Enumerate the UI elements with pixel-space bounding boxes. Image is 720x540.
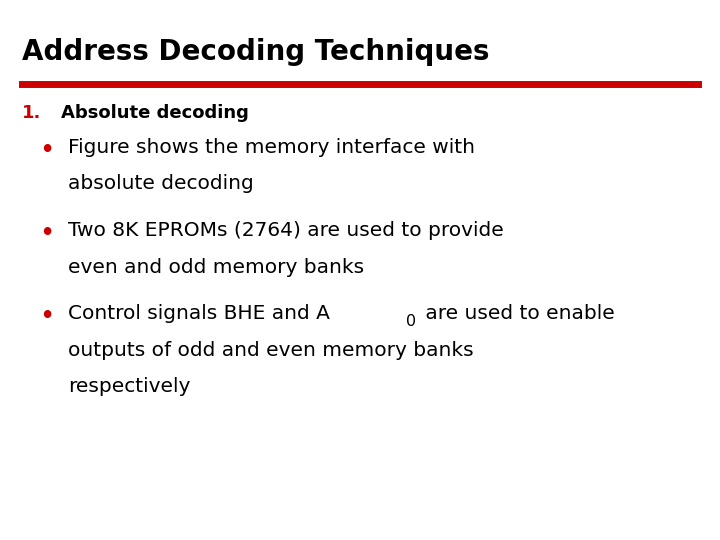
Text: •: • <box>39 138 55 164</box>
Text: absolute decoding: absolute decoding <box>68 174 254 193</box>
Text: Address Decoding Techniques: Address Decoding Techniques <box>22 38 489 66</box>
Text: 0: 0 <box>406 314 416 329</box>
Text: Figure shows the memory interface with: Figure shows the memory interface with <box>68 138 475 157</box>
Text: outputs of odd and even memory banks: outputs of odd and even memory banks <box>68 341 474 360</box>
Text: •: • <box>39 221 55 247</box>
Text: respectively: respectively <box>68 377 191 396</box>
Text: Absolute decoding: Absolute decoding <box>61 104 249 122</box>
Text: Control signals BHE and A: Control signals BHE and A <box>68 304 330 323</box>
Text: are used to enable: are used to enable <box>419 304 615 323</box>
Text: •: • <box>39 304 55 330</box>
Text: Two 8K EPROMs (2764) are used to provide: Two 8K EPROMs (2764) are used to provide <box>68 221 504 240</box>
Text: even and odd memory banks: even and odd memory banks <box>68 258 364 276</box>
Text: 1.: 1. <box>22 104 41 122</box>
